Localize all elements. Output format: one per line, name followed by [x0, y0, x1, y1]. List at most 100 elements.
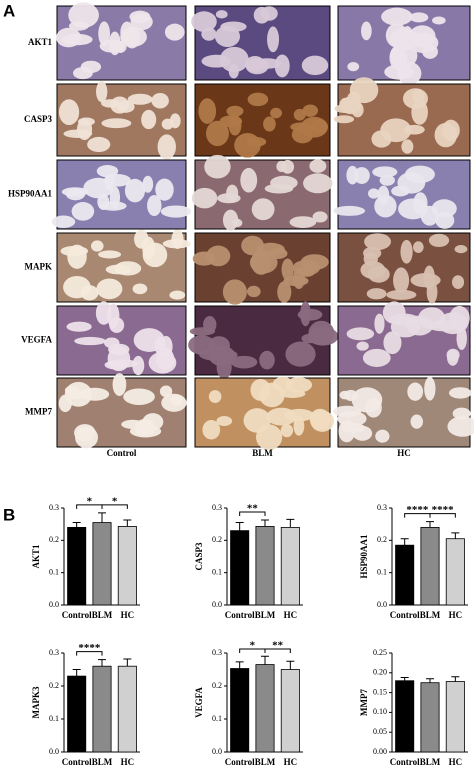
bar	[280, 527, 300, 606]
error-bar	[426, 678, 434, 683]
alveolus	[132, 283, 148, 295]
alveolus	[250, 378, 271, 401]
x-tick-label: Control	[225, 610, 255, 620]
alveolus	[68, 21, 89, 31]
significance-bracket	[76, 651, 103, 656]
alveolus	[101, 99, 120, 108]
significance-label: ****	[432, 504, 455, 516]
alveolus	[372, 166, 398, 178]
alveolus	[64, 381, 93, 407]
alveolus	[300, 301, 311, 327]
significance-label: **	[247, 502, 259, 514]
y-tick-label: 0.15	[373, 687, 387, 696]
alveolus	[147, 194, 162, 217]
error-bar	[72, 669, 81, 677]
alveolus	[424, 376, 436, 401]
alveolus	[208, 336, 230, 355]
error-bar	[400, 677, 409, 681]
row-label: MMP7	[25, 407, 52, 417]
alveolus	[95, 301, 112, 325]
alveolus	[117, 100, 135, 113]
alveolus	[393, 267, 410, 294]
column-label: HC	[397, 448, 411, 458]
alveolus	[124, 178, 146, 203]
alveolus	[232, 218, 243, 228]
significance-bracket	[429, 513, 456, 518]
bar	[92, 522, 112, 606]
x-tick-label: BLM	[92, 757, 113, 767]
row-label: HSP90AA1	[8, 189, 53, 199]
x-tick-label: HC	[449, 610, 463, 620]
alveolus	[310, 119, 328, 134]
alveolus	[80, 60, 102, 73]
bar	[230, 668, 250, 753]
alveolus	[250, 249, 272, 275]
alveolus	[346, 327, 375, 341]
error-bar	[286, 660, 295, 670]
alveolus	[374, 313, 385, 334]
alveolus	[215, 10, 228, 19]
row-label: AKT1	[28, 37, 53, 47]
alveolus	[191, 11, 217, 32]
bar	[117, 665, 137, 753]
y-tick-label: 0.0	[212, 747, 222, 756]
y-tick-label: 0.2	[49, 535, 59, 544]
alveolus	[162, 239, 191, 249]
y-tick-label: 0.0	[49, 747, 59, 756]
y-tick-label: 0.3	[49, 503, 59, 512]
bar	[395, 680, 415, 753]
alveolus	[132, 355, 145, 376]
alveolus	[267, 247, 288, 260]
error-bar	[451, 532, 460, 539]
y-tick-label: 0.10	[373, 707, 387, 716]
x-tick-label: Control	[225, 757, 255, 767]
alveolus	[198, 98, 217, 124]
x-tick-label: HC	[449, 757, 463, 767]
alveolus	[351, 101, 364, 118]
alveolus	[274, 54, 290, 78]
alveolus	[208, 390, 222, 403]
y-axis-title: AKT1	[31, 544, 41, 569]
alveolus	[240, 167, 258, 193]
x-tick-label: BLM	[420, 757, 441, 767]
alveolus	[226, 184, 239, 202]
alveolus	[389, 313, 419, 326]
alveolus	[290, 122, 313, 132]
x-tick-label: HC	[284, 610, 298, 620]
alveolus	[259, 350, 275, 370]
y-tick-label: 0.1	[49, 714, 59, 723]
alveolus	[289, 216, 317, 228]
alveolus	[191, 187, 218, 209]
row-label: CASP3	[24, 114, 53, 124]
alveolus	[375, 429, 390, 443]
alveolus	[204, 154, 231, 179]
alveolus	[114, 261, 142, 276]
x-tick-label: HC	[121, 610, 135, 620]
alveolus	[51, 215, 76, 229]
alveolus	[386, 289, 417, 300]
alveolus	[252, 58, 282, 69]
alveolus	[97, 193, 110, 210]
alveolus	[159, 385, 173, 398]
alveolus	[120, 27, 147, 47]
y-axis-title: MMP7	[359, 689, 369, 716]
alveolus	[96, 278, 123, 300]
y-tick-label: 0.2	[377, 535, 387, 544]
alveolus	[253, 6, 270, 24]
alveolus	[96, 80, 108, 103]
bar	[67, 527, 87, 606]
alveolus	[413, 241, 424, 254]
error-bar	[426, 521, 434, 528]
error-bar	[261, 519, 269, 527]
alveolus	[164, 23, 185, 41]
alveolus	[134, 229, 149, 249]
bar	[420, 527, 440, 606]
error-bar	[235, 522, 244, 531]
x-tick-label: BLM	[255, 757, 276, 767]
alveolus	[270, 107, 283, 119]
alveolus	[189, 327, 216, 336]
alveolus	[364, 233, 391, 251]
alveolus	[63, 129, 93, 138]
alveolus	[293, 416, 305, 436]
y-axis-title: HSP90AA1	[359, 534, 369, 579]
